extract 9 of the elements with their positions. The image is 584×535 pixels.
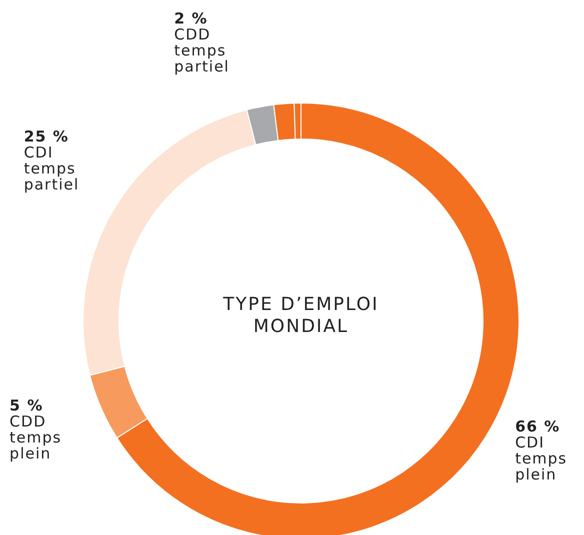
data-label: 25 %	[24, 128, 69, 146]
text: TYPE D’EMPLOI MONDIAL	[222, 294, 379, 337]
slice-label: CDD temps plein	[10, 412, 62, 462]
slice-label: CDD temps partiel	[174, 25, 230, 76]
data-label: 5 %	[10, 396, 44, 414]
slice-label: CDI temps partiel	[24, 144, 80, 194]
data-label: 2 %	[174, 9, 208, 28]
slice-label: CDI temps plein	[515, 433, 568, 484]
data-label: 66 %	[515, 417, 560, 436]
